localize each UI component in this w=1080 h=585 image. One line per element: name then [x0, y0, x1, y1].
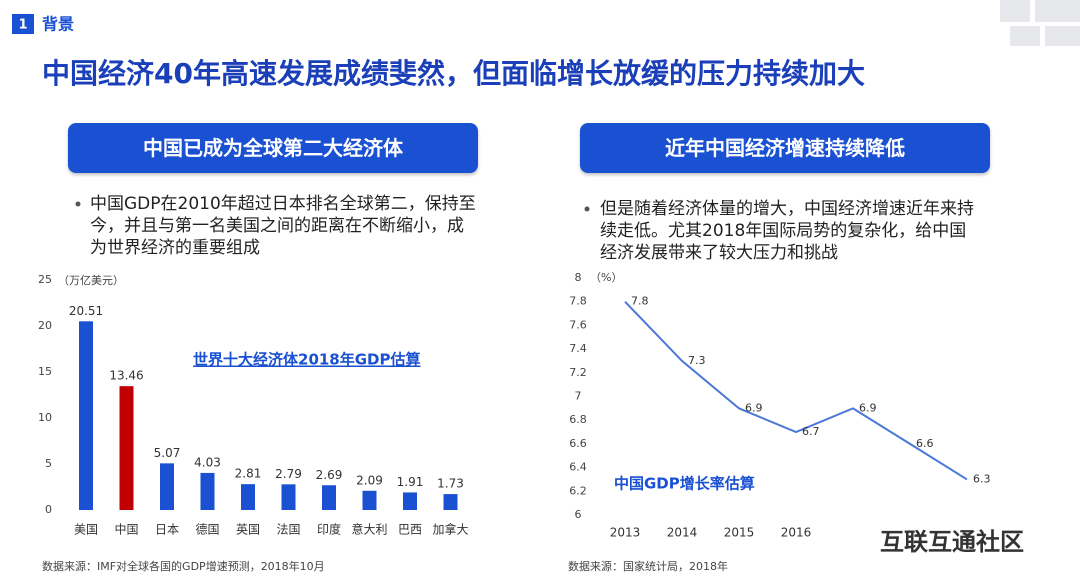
value-label: 2.09: [356, 473, 383, 487]
value-label: 1.91: [397, 475, 424, 489]
bar: [362, 490, 377, 510]
y-unit: （%）: [590, 271, 622, 284]
bullet-text: 但是随着经济体量的增大，中国经济增速近年来持续走低。尤其2018年国际局势的复杂…: [600, 199, 974, 263]
x-tick-label: 2015: [724, 526, 755, 540]
x-tick-label: 日本: [155, 523, 179, 537]
y-tick-label: 6: [575, 508, 582, 521]
y-tick-label: 7.6: [569, 318, 587, 331]
value-label: 4.03: [194, 455, 221, 469]
y-tick-label: 0: [45, 503, 52, 516]
section-badge: [12, 14, 34, 34]
value-label: 5.07: [154, 446, 181, 460]
bar: [200, 472, 215, 510]
x-tick-label: 中国: [114, 522, 138, 537]
y-tick-label: 8: [575, 271, 582, 284]
value-label: 6.7: [802, 425, 820, 438]
x-tick-label: 巴西: [398, 523, 422, 537]
y-tick-label: 7: [575, 390, 582, 403]
chart-annotation: 中国GDP增长率估算: [614, 475, 755, 493]
section-number: 1: [18, 18, 27, 33]
y-tick-label: 6.4: [569, 461, 587, 474]
value-label: 2.81: [235, 467, 262, 481]
y-tick-label: 7.4: [569, 342, 587, 355]
x-tick-label: 美国: [74, 523, 98, 537]
y-unit: （万亿美元）: [58, 274, 124, 287]
panel-heading: 中国已成为全球第二大经济体: [68, 123, 478, 173]
panel-heading: 近年中国经济增速持续降低: [580, 123, 990, 173]
value-label: 7.3: [688, 354, 706, 367]
bar: [241, 484, 255, 510]
x-tick-label: 意大利: [351, 522, 387, 537]
y-tick-label: 10: [38, 411, 52, 424]
bullet-dot: [584, 206, 590, 212]
value-label: 6.9: [745, 401, 763, 414]
bar: [79, 321, 93, 510]
value-label: 6.6: [916, 437, 934, 450]
bullet-text: 中国GDP在2010年超过日本排名全球第二，保持至今，并且与第一名美国之间的距离…: [90, 194, 476, 258]
bullet-dot: [75, 201, 81, 207]
source-note: 数据来源：IMF对全球各国的GDP增速预测，2018年10月: [42, 560, 325, 573]
x-tick-label: 法国: [276, 523, 300, 537]
x-tick-label: 印度: [317, 522, 341, 537]
x-tick-label: 2014: [667, 526, 698, 540]
y-tick-label: 7.2: [569, 366, 587, 379]
y-tick-label: 5: [45, 457, 52, 470]
section-name: 背景: [42, 15, 74, 34]
corner-decoration: [1000, 0, 1080, 46]
x-tick-label: 德国: [195, 522, 219, 537]
value-label: 6.9: [859, 401, 877, 414]
bar: [160, 463, 174, 510]
y-tick-label: 25: [38, 273, 52, 286]
x-tick-label: 2013: [610, 526, 641, 540]
value-label: 13.46: [109, 369, 143, 383]
y-tick-label: 6.6: [569, 437, 587, 450]
bar: [281, 484, 296, 510]
bar: [322, 485, 336, 510]
y-tick-label: 20: [38, 319, 52, 332]
x-tick-label: 英国: [236, 523, 260, 537]
y-tick-label: 7.8: [569, 295, 587, 308]
slide-title: 中国经济40年高速发展成绩斐然，但面临增长放缓的压力持续加大: [42, 57, 865, 90]
value-label: 2.79: [275, 467, 302, 481]
bar: [443, 494, 458, 510]
x-tick-label: 加拿大: [432, 522, 468, 537]
chart-annotation: 世界十大经济体2018年GDP估算: [193, 351, 421, 369]
source-note: 数据来源：国家统计局，2018年: [568, 560, 728, 573]
watermark: 互联互通社区: [880, 522, 1024, 557]
value-label: 2.69: [316, 468, 343, 482]
value-label: 20.51: [69, 304, 103, 318]
value-label: 6.3: [973, 472, 991, 485]
value-label: 7.8: [631, 295, 649, 308]
bar: [403, 492, 417, 510]
bar: [119, 386, 134, 510]
y-tick-label: 15: [38, 365, 52, 378]
x-tick-label: 2016: [781, 526, 812, 540]
value-label: 1.73: [437, 477, 464, 491]
data-line: [624, 301, 968, 481]
y-tick-label: 6.8: [569, 413, 587, 426]
y-tick-label: 6.2: [569, 484, 587, 497]
